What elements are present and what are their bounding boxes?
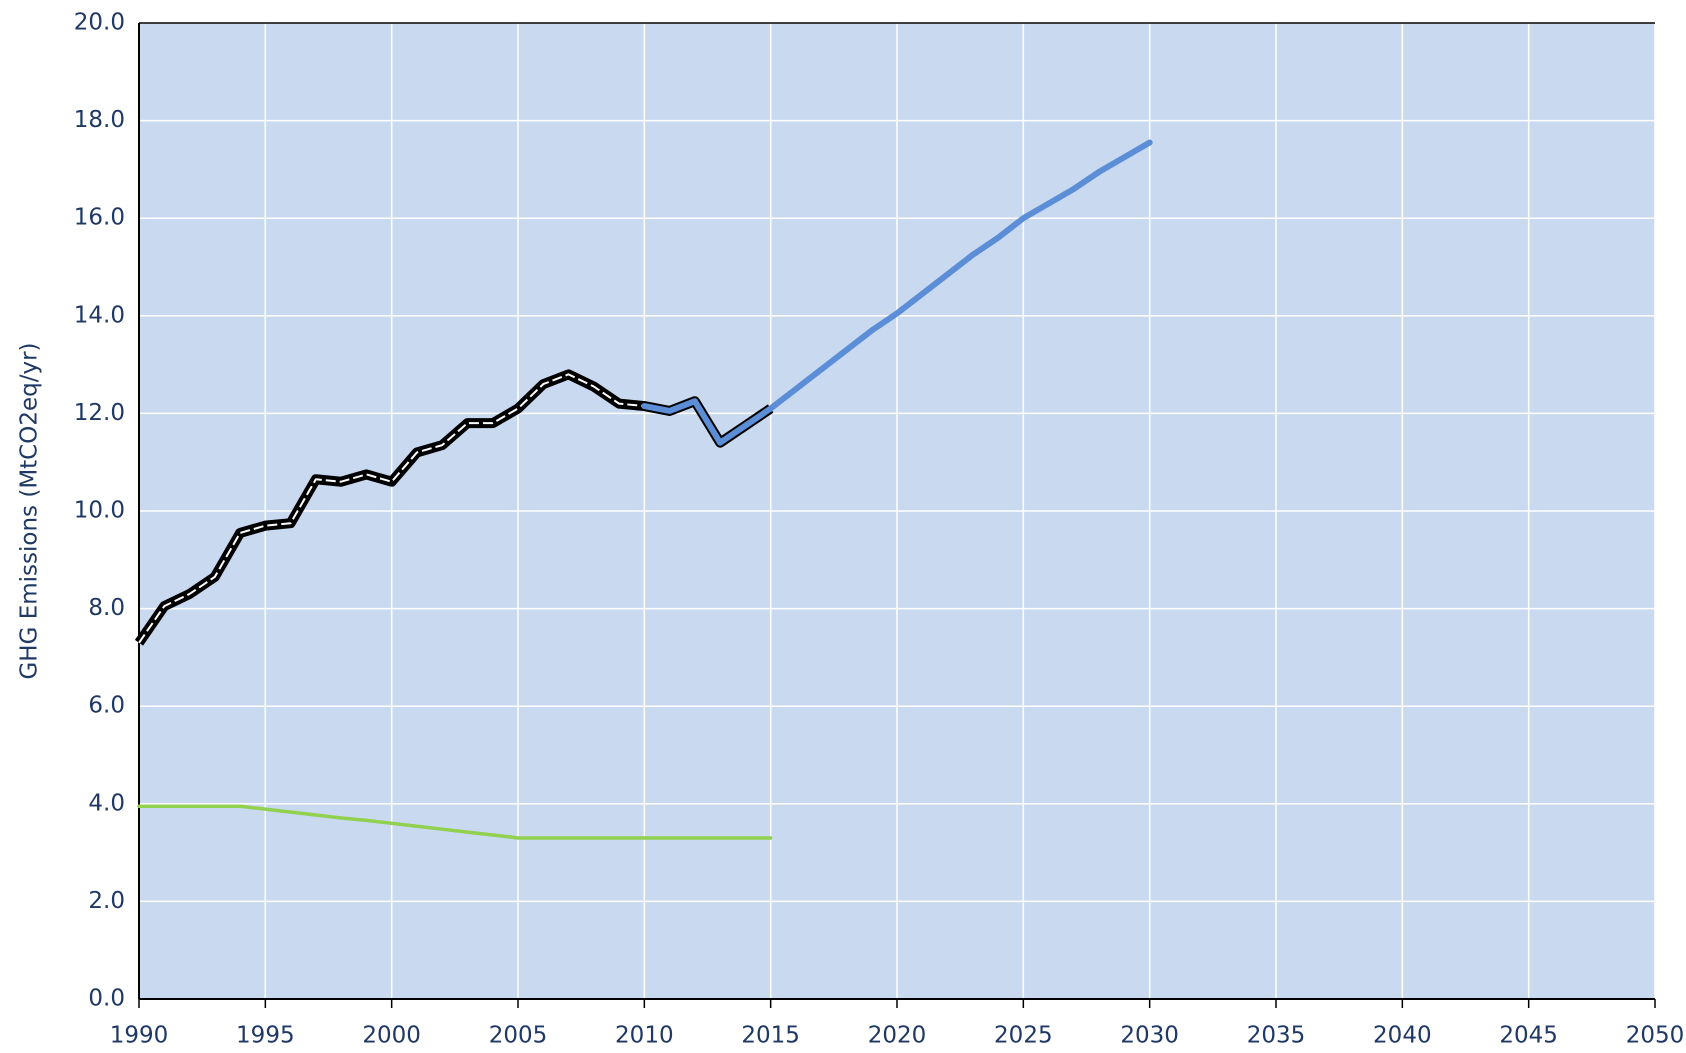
x-tick-label: 2040: [1373, 1023, 1432, 1049]
x-tick-label: 2000: [362, 1023, 421, 1049]
series-line: [137, 804, 773, 840]
x-tick-label: 2025: [994, 1023, 1053, 1049]
y-tick-label: 4.0: [88, 790, 125, 816]
x-tick-label: 2010: [615, 1023, 674, 1049]
y-tick-label: 20.0: [74, 10, 125, 36]
x-tick-label: 2020: [868, 1023, 927, 1049]
y-tick-label: 12.0: [74, 400, 125, 426]
x-tick-label: 2050: [1626, 1023, 1685, 1049]
y-tick-label: 8.0: [88, 595, 125, 621]
y-tick-label: 6.0: [88, 693, 125, 719]
x-tick-label: 2015: [741, 1023, 800, 1049]
y-tick-label: 2.0: [88, 888, 125, 914]
x-tick-label: 2045: [1499, 1023, 1558, 1049]
y-tick-label: 14.0: [74, 302, 125, 328]
y-tick-label: 16.0: [74, 205, 125, 231]
x-tick-label: 2030: [1120, 1023, 1179, 1049]
y-tick-label: 0.0: [88, 986, 125, 1012]
y-tick-label: 10.0: [74, 498, 125, 524]
y-tick-label: 18.0: [74, 107, 125, 133]
y-axis-label: GHG Emissions (MtCO2eq/yr): [17, 342, 43, 679]
series-line-inner: [138, 373, 772, 644]
x-tick-label: 1990: [110, 1023, 169, 1049]
x-tick-label: 2035: [1247, 1023, 1306, 1049]
x-tick-label: 1995: [236, 1023, 295, 1049]
x-tick-label: 2005: [489, 1023, 548, 1049]
series-line: [641, 139, 1153, 446]
